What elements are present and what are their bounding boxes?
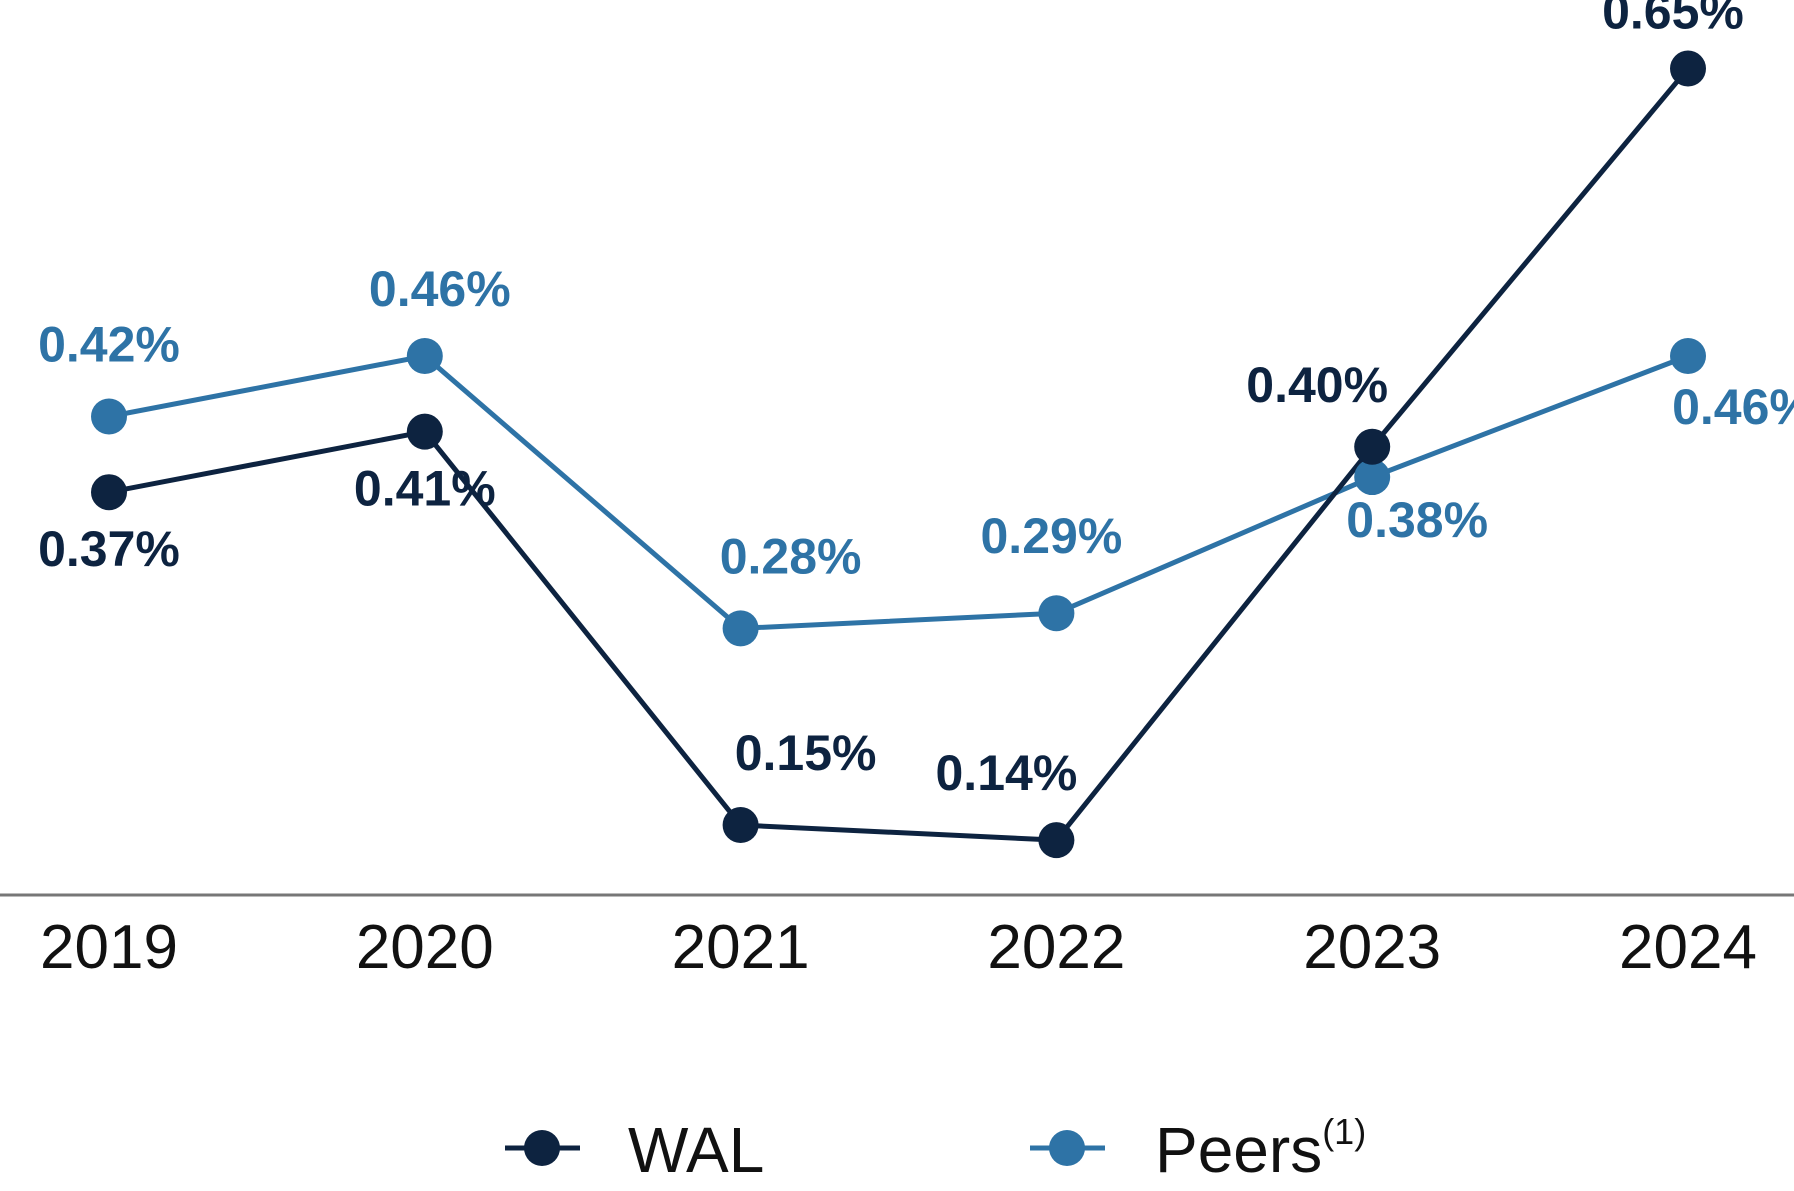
wal-point-2023[interactable] bbox=[1354, 428, 1391, 465]
wal-data-label-2021: 0.15% bbox=[735, 725, 877, 781]
x-tick-label-2022: 2022 bbox=[987, 913, 1125, 982]
wal-data-label-2019: 0.37% bbox=[38, 521, 180, 577]
series-lines bbox=[108, 66, 1690, 843]
peers-point-2023[interactable] bbox=[1354, 459, 1391, 496]
peers-data-label-2022: 0.29% bbox=[981, 508, 1123, 564]
wal-series-line bbox=[108, 66, 1690, 843]
data-labels: 0.42% 0.46% 0.28% 0.29% 0.38% 0.46% 0.37% 0.41%… bbox=[38, 0, 1794, 801]
wal-point-2020[interactable] bbox=[406, 413, 443, 450]
x-tick-labels: 2019 2020 2021 2022 2023 2024 bbox=[40, 913, 1757, 982]
legend-wal-dot-marker bbox=[524, 1130, 560, 1166]
peers-data-label-2019: 0.42% bbox=[38, 317, 180, 373]
x-tick-label-2023: 2023 bbox=[1303, 913, 1441, 982]
peers-point-2024[interactable] bbox=[1670, 338, 1706, 375]
peers-data-label-2021: 0.28% bbox=[720, 528, 862, 584]
peers-series-line bbox=[108, 353, 1689, 631]
peers-point-2022[interactable] bbox=[1038, 595, 1075, 632]
wal-point-2024[interactable] bbox=[1670, 50, 1706, 87]
peers-data-label-2024: 0.46% bbox=[1672, 379, 1794, 435]
x-tick-label-2021: 2021 bbox=[672, 913, 810, 982]
peers-data-label-2020: 0.46% bbox=[369, 261, 511, 317]
legend-item-peers[interactable]: Peers(1) bbox=[1030, 1111, 1366, 1186]
legend: WAL Peers(1) bbox=[505, 1111, 1366, 1186]
peers-point-2020[interactable] bbox=[406, 338, 443, 375]
legend-peers-footnote: (1) bbox=[1322, 1111, 1366, 1152]
x-tick-label-2020: 2020 bbox=[356, 913, 494, 982]
series-points bbox=[91, 50, 1706, 859]
wal-data-label-2022: 0.14% bbox=[936, 745, 1078, 801]
wal-data-label-2024: 0.65% bbox=[1602, 0, 1744, 40]
peers-point-2019[interactable] bbox=[91, 398, 127, 435]
x-tick-label-2024: 2024 bbox=[1619, 913, 1757, 982]
wal-point-2021[interactable] bbox=[722, 807, 759, 844]
legend-wal-label: WAL bbox=[628, 1114, 764, 1186]
wal-data-label-2020: 0.41% bbox=[354, 461, 496, 517]
wal-data-label-2023: 0.40% bbox=[1246, 357, 1388, 413]
peers-data-label-2023: 0.38% bbox=[1346, 492, 1488, 548]
wal-point-2022[interactable] bbox=[1038, 822, 1075, 859]
peers-point-2021[interactable] bbox=[722, 610, 759, 647]
wal-point-2019[interactable] bbox=[91, 474, 127, 511]
x-tick-label-2019: 2019 bbox=[40, 913, 178, 982]
legend-peers-dot-marker bbox=[1049, 1130, 1085, 1166]
legend-item-wal[interactable]: WAL bbox=[505, 1114, 764, 1186]
legend-peers-label: Peers(1) bbox=[1155, 1111, 1366, 1186]
